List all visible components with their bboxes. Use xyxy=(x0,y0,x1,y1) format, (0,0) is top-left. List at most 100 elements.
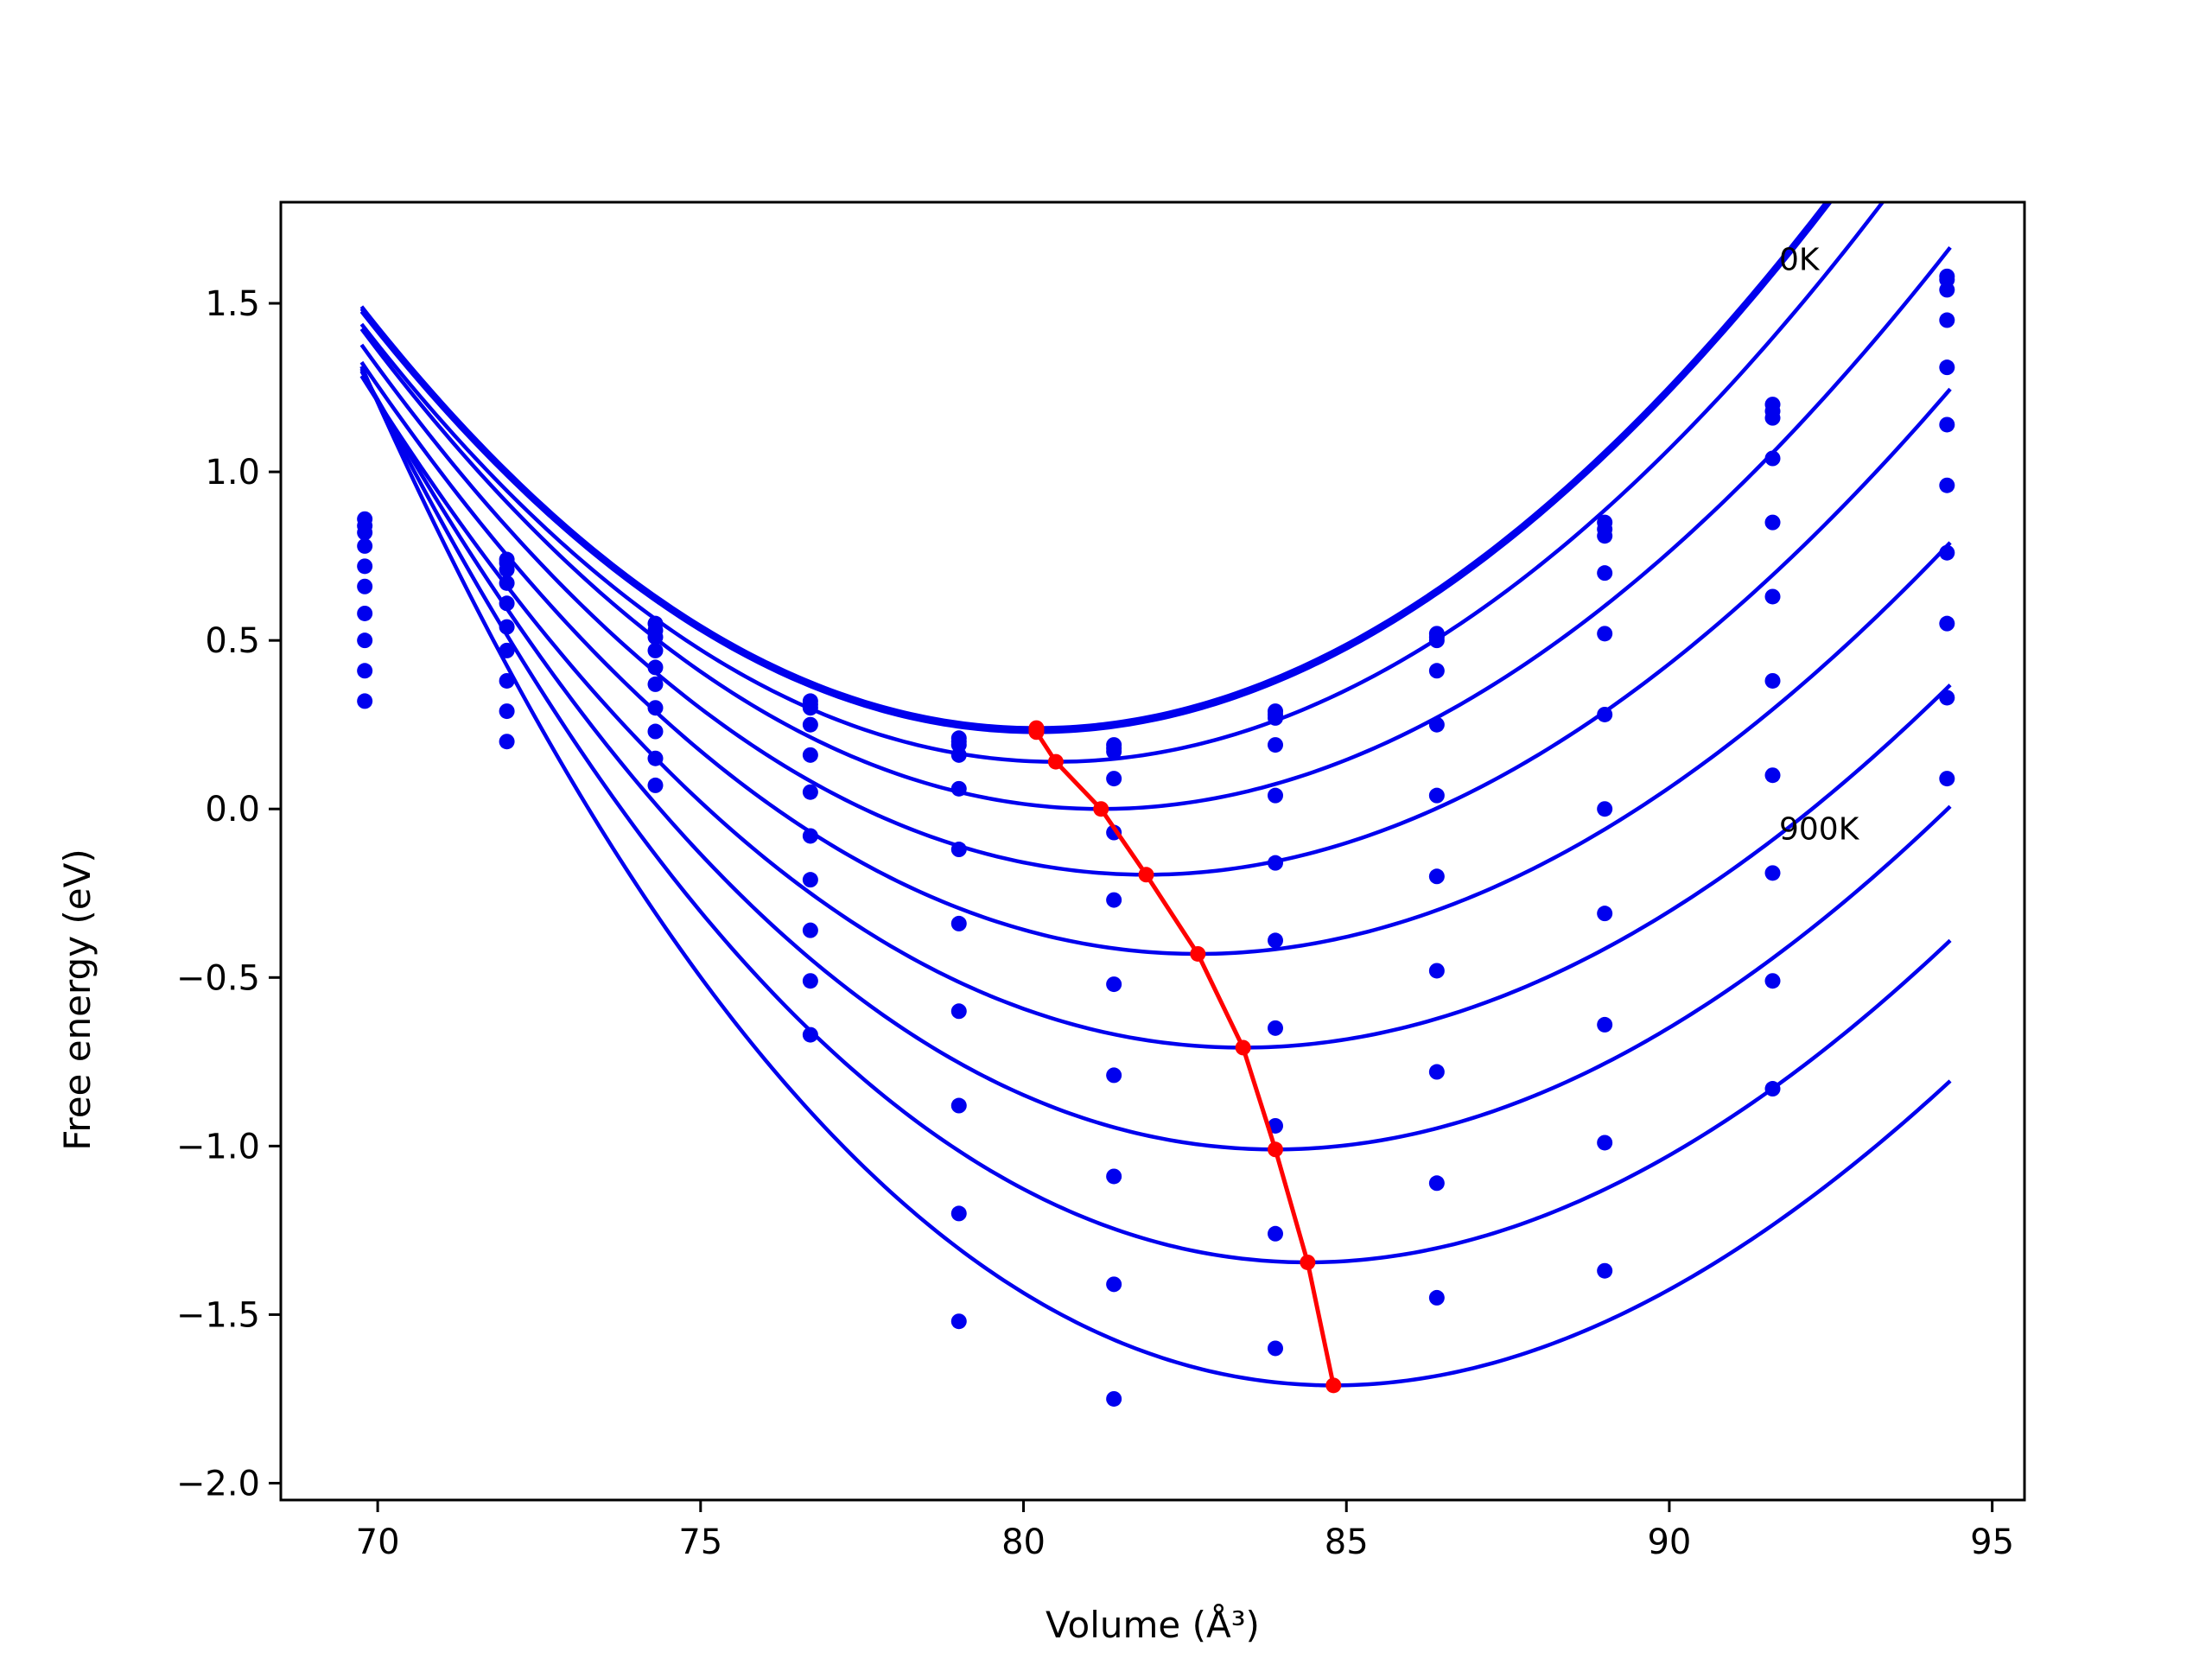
data-point xyxy=(1939,416,1955,433)
data-point xyxy=(1268,1117,1284,1134)
data-point xyxy=(1939,359,1955,376)
fit-curve xyxy=(359,367,1952,1265)
data-point xyxy=(357,605,373,621)
data-point xyxy=(950,1205,967,1222)
data-point xyxy=(802,700,818,716)
fit-curve xyxy=(359,374,1952,1050)
data-point xyxy=(950,747,967,763)
data-point xyxy=(950,915,967,931)
minima-point xyxy=(1300,1254,1316,1270)
data-point xyxy=(1268,1020,1284,1036)
y-tick-label: −1.0 xyxy=(176,1127,260,1166)
minima-point xyxy=(1235,1039,1251,1056)
data-point xyxy=(1597,626,1613,642)
data-point xyxy=(499,703,515,720)
minima-point xyxy=(1047,753,1064,770)
data-point xyxy=(1597,1262,1613,1279)
data-point xyxy=(1939,477,1955,493)
data-point xyxy=(499,595,515,612)
x-tick-label: 80 xyxy=(1001,1522,1046,1562)
data-point xyxy=(950,1097,967,1114)
data-point xyxy=(357,693,373,709)
data-point xyxy=(1939,544,1955,561)
data-point xyxy=(1268,855,1284,871)
data-point xyxy=(950,1003,967,1020)
data-point xyxy=(802,922,818,938)
data-point xyxy=(802,872,818,888)
fit-curve xyxy=(359,246,1952,811)
y-tick-label: 0.5 xyxy=(205,621,260,661)
data-point xyxy=(1428,663,1445,679)
x-tick-label: 90 xyxy=(1647,1522,1691,1562)
x-tick-label: 95 xyxy=(1970,1522,2014,1562)
data-point xyxy=(1764,767,1781,784)
data-point xyxy=(357,558,373,575)
data-point xyxy=(1268,737,1284,753)
data-point xyxy=(647,642,664,658)
minima-point xyxy=(1093,801,1109,817)
data-point xyxy=(1106,1390,1122,1407)
y-tick-label: −1.5 xyxy=(176,1295,260,1335)
data-point xyxy=(1764,410,1781,426)
data-point xyxy=(1106,892,1122,908)
data-point xyxy=(1268,709,1284,726)
data-point xyxy=(802,828,818,844)
data-point xyxy=(647,777,664,793)
data-point xyxy=(1428,787,1445,804)
data-point xyxy=(802,747,818,763)
data-point xyxy=(1939,615,1955,632)
data-point xyxy=(1764,514,1781,531)
data-point xyxy=(357,663,373,679)
x-tick-label: 85 xyxy=(1325,1522,1369,1562)
minima-point xyxy=(1268,1141,1284,1158)
data-point xyxy=(1268,787,1284,804)
data-point xyxy=(1106,976,1122,993)
y-tick-label: 1.0 xyxy=(205,453,260,493)
data-point xyxy=(1764,450,1781,467)
minima-path xyxy=(1028,720,1342,1394)
fit-curve xyxy=(359,343,1952,877)
data-point xyxy=(1939,312,1955,328)
data-point xyxy=(802,784,818,800)
data-point xyxy=(1764,973,1781,989)
chart-plot-area: 0K 900K xyxy=(357,202,1955,1407)
y-tick-label: 0.0 xyxy=(205,790,260,830)
data-point xyxy=(499,672,515,689)
fit-curve xyxy=(359,202,1834,734)
fit-curve xyxy=(359,365,1952,1388)
axes-frame xyxy=(279,200,2026,1502)
data-points xyxy=(357,268,1955,1407)
minima-point xyxy=(1028,724,1045,741)
minima-line xyxy=(1033,728,1336,1386)
data-point xyxy=(802,1027,818,1043)
data-point xyxy=(1428,1289,1445,1306)
data-point xyxy=(647,723,664,740)
data-point xyxy=(1597,706,1613,722)
data-point xyxy=(499,562,515,578)
data-point xyxy=(1106,771,1122,787)
data-point xyxy=(1597,801,1613,817)
data-point xyxy=(1428,1175,1445,1192)
data-point xyxy=(357,632,373,649)
data-point xyxy=(499,619,515,635)
data-point xyxy=(1428,963,1445,979)
data-point xyxy=(1428,1064,1445,1080)
data-point xyxy=(1428,632,1445,649)
data-point xyxy=(647,659,664,676)
data-point xyxy=(1268,1225,1284,1242)
data-point xyxy=(1597,565,1613,582)
fit-curve xyxy=(359,370,1952,1152)
y-tick-label: 1.5 xyxy=(205,284,260,324)
annotation-label: 0K xyxy=(1779,242,1821,277)
data-point xyxy=(1428,716,1445,733)
data-point xyxy=(1268,1340,1284,1357)
data-point xyxy=(357,524,373,541)
x-tick-label: 70 xyxy=(356,1522,400,1562)
fit-curve xyxy=(359,202,1885,764)
data-point xyxy=(647,750,664,766)
data-point xyxy=(1939,282,1955,298)
data-point xyxy=(802,973,818,989)
data-point xyxy=(647,676,664,692)
data-point xyxy=(499,575,515,591)
